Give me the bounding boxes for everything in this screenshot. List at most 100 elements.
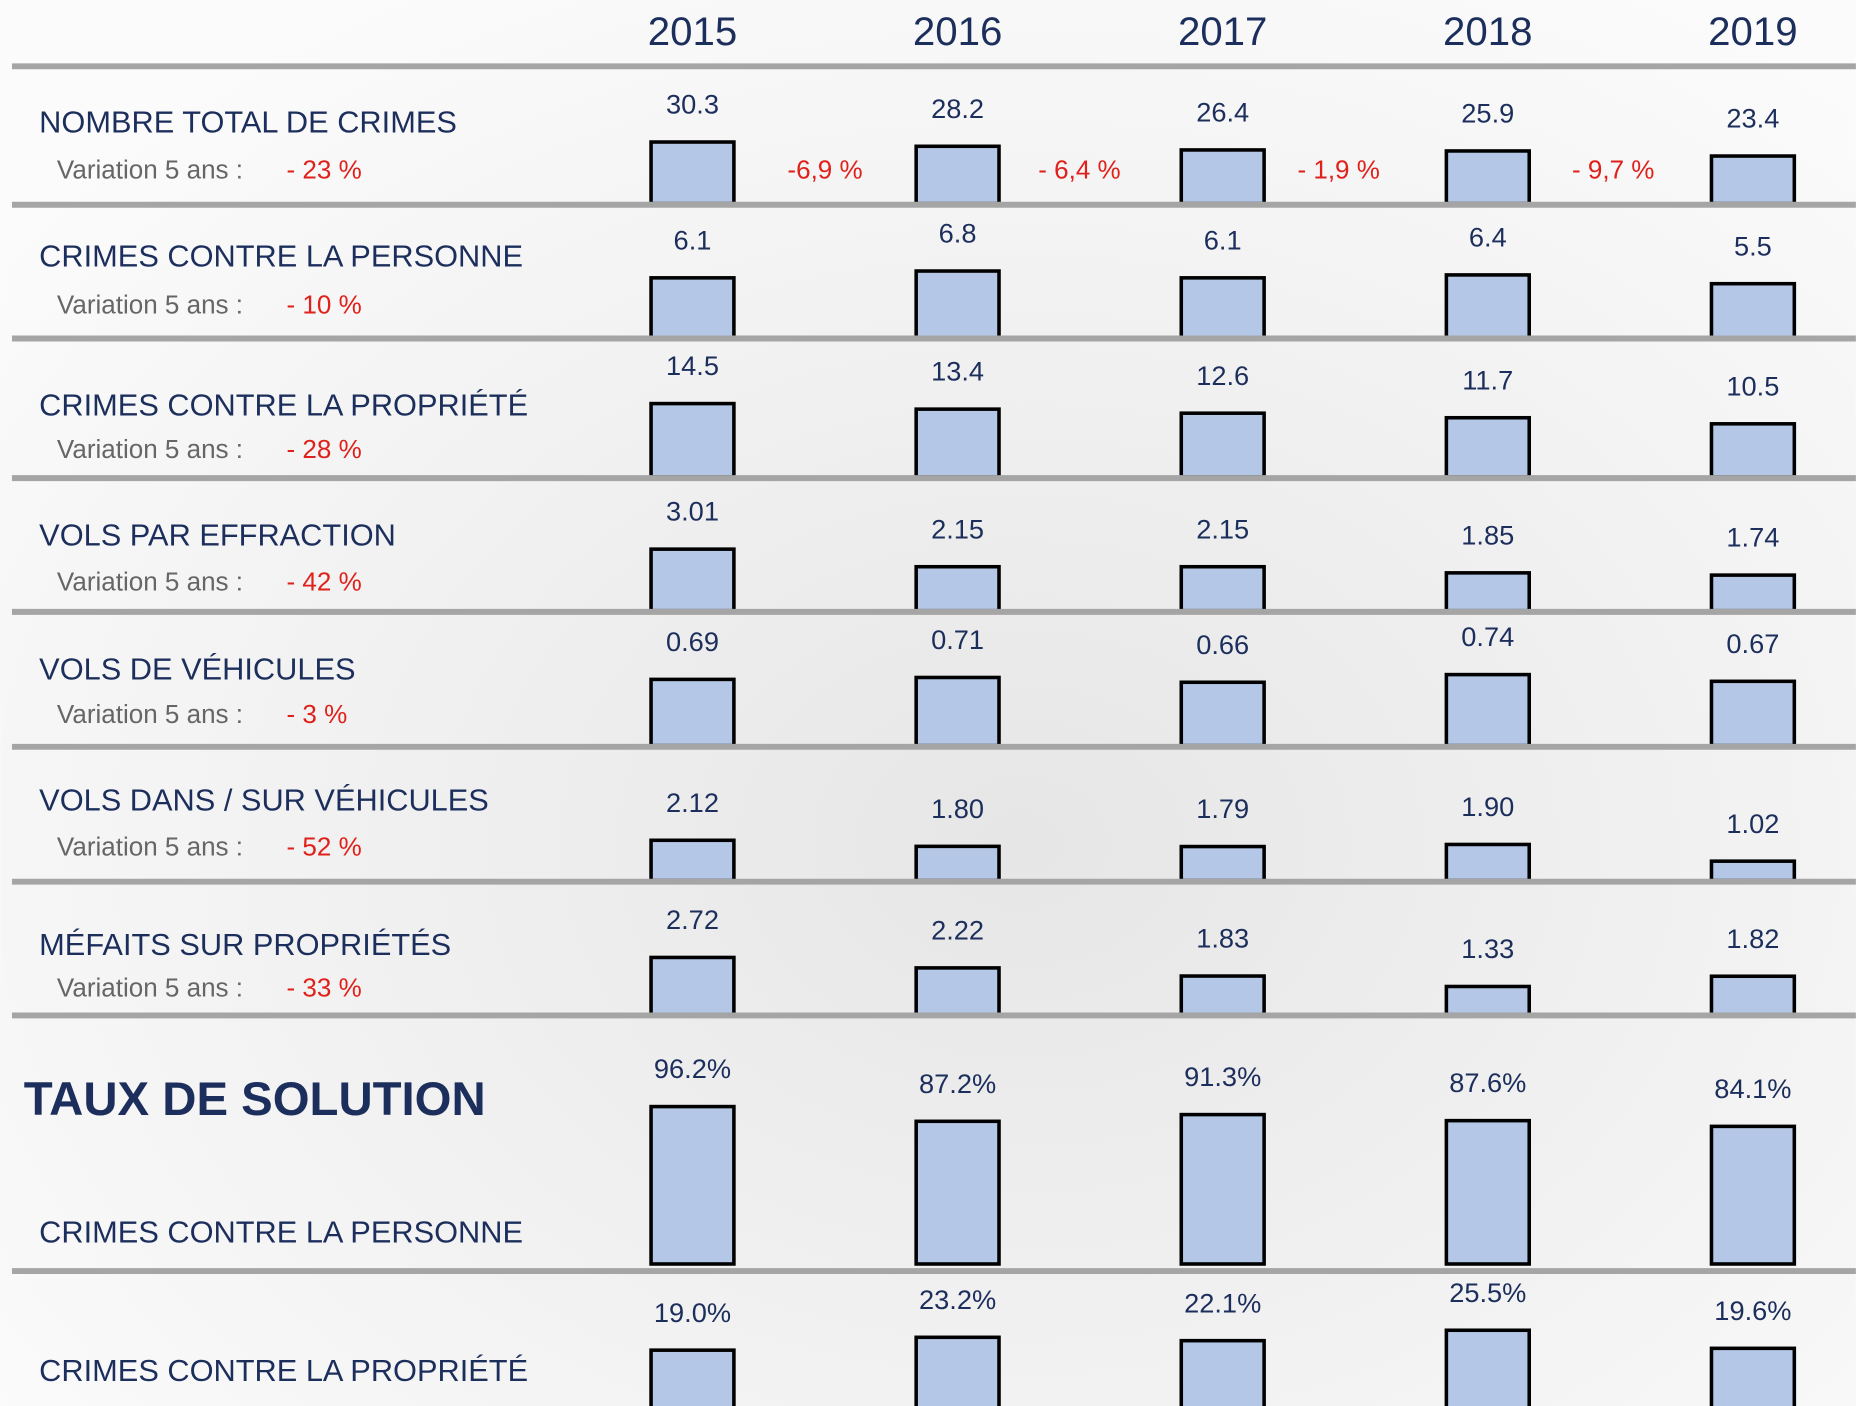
variation-value: - 52 % — [287, 832, 362, 862]
row-label: CRIMES CONTRE LA PROPRIÉTÉ — [39, 387, 528, 422]
bar — [649, 140, 736, 206]
value-label: 10.5 — [1726, 370, 1779, 401]
value-label: 23.4 — [1726, 103, 1779, 134]
value-label: 12.6 — [1196, 360, 1249, 391]
variation-label: Variation 5 ans : — [57, 832, 243, 862]
yearly-change: -6,9 % — [787, 155, 862, 185]
variation-label: Variation 5 ans : — [57, 290, 243, 320]
bar — [914, 269, 1001, 340]
value-label: 1.74 — [1726, 522, 1779, 553]
bar — [1709, 281, 1797, 340]
value-label: 0.71 — [931, 624, 984, 655]
bar — [1179, 1338, 1266, 1406]
bar — [1179, 680, 1266, 748]
variation-value: - 33 % — [287, 973, 362, 1003]
value-label: 91.3% — [1184, 1061, 1261, 1092]
row-label: VOLS DE VÉHICULES — [39, 651, 355, 686]
value-label: 25.9 — [1461, 98, 1514, 129]
value-label: 1.02 — [1726, 808, 1779, 839]
value-label: 14.5 — [666, 350, 719, 381]
bar — [649, 276, 736, 340]
bar — [1179, 844, 1266, 883]
bar — [914, 407, 1001, 479]
variation-label: Variation 5 ans : — [57, 699, 243, 729]
variation-value: - 3 % — [287, 699, 348, 729]
bar — [1709, 679, 1797, 748]
variation-label: Variation 5 ans : — [57, 567, 243, 597]
value-label: 1.90 — [1461, 791, 1514, 822]
bar — [914, 1335, 1001, 1406]
bar — [649, 401, 736, 479]
value-label: 6.4 — [1469, 222, 1507, 253]
bar — [1709, 1124, 1797, 1266]
value-label: 1.33 — [1461, 933, 1514, 964]
value-label: 22.1% — [1184, 1287, 1261, 1318]
variation-label: Variation 5 ans : — [57, 155, 243, 185]
value-label: 2.72 — [666, 904, 719, 935]
value-label: 30.3 — [666, 89, 719, 120]
value-label: 1.85 — [1461, 519, 1514, 550]
value-label: 96.2% — [654, 1053, 731, 1084]
bar — [914, 144, 1001, 206]
value-label: 6.1 — [1204, 224, 1242, 255]
bar — [1179, 411, 1266, 479]
value-label: 23.2% — [919, 1284, 996, 1315]
bar — [649, 547, 736, 613]
value-label: 13.4 — [931, 356, 984, 387]
value-label: 0.66 — [1196, 629, 1249, 660]
value-label: 19.6% — [1714, 1295, 1791, 1326]
bar — [914, 1119, 1001, 1266]
value-label: 6.8 — [939, 218, 977, 249]
row-label: VOLS DANS / SUR VÉHICULES — [39, 783, 489, 818]
bar — [649, 955, 736, 1017]
variation-label: Variation 5 ans : — [57, 973, 243, 1003]
bar — [1709, 573, 1797, 613]
section-title: TAUX DE SOLUTION — [24, 1073, 486, 1126]
bar — [1444, 149, 1531, 206]
yearly-change: - 1,9 % — [1297, 155, 1379, 185]
row-label: CRIMES CONTRE LA PERSONNE — [39, 1215, 523, 1250]
row-label: MÉFAITS SUR PROPRIÉTÉS — [39, 927, 451, 962]
bar — [1444, 273, 1531, 340]
year-header: 2019 — [1708, 9, 1797, 54]
bar — [1444, 672, 1531, 748]
year-header: 2018 — [1443, 9, 1532, 54]
yearly-change: - 9,7 % — [1572, 155, 1654, 185]
bar — [1444, 1118, 1531, 1266]
value-label: 2.12 — [666, 787, 719, 818]
row-label: CRIMES CONTRE LA PERSONNE — [39, 238, 523, 273]
value-label: 2.15 — [1196, 513, 1249, 544]
value-label: 84.1% — [1714, 1073, 1791, 1104]
variation-value: - 10 % — [287, 290, 362, 320]
bar — [1179, 564, 1266, 613]
bar — [914, 675, 1001, 748]
variation-label: Variation 5 ans : — [57, 434, 243, 464]
value-label: 0.74 — [1461, 621, 1514, 652]
value-label: 19.0% — [654, 1297, 731, 1328]
year-header: 2017 — [1178, 9, 1267, 54]
value-label: 25.5% — [1449, 1277, 1526, 1308]
bar — [649, 838, 736, 883]
bar — [1709, 1346, 1797, 1406]
row-label: NOMBRE TOTAL DE CRIMES — [39, 105, 457, 140]
value-label: 26.4 — [1196, 97, 1249, 128]
value-label: 87.2% — [919, 1068, 996, 1099]
bar — [914, 966, 1001, 1017]
bar — [649, 1348, 736, 1406]
year-header: 2015 — [648, 9, 737, 54]
value-label: 1.82 — [1726, 923, 1779, 954]
bar — [1179, 1112, 1266, 1266]
bar — [649, 1104, 736, 1266]
bar — [649, 677, 736, 748]
value-label: 28.2 — [931, 93, 984, 124]
value-label: 2.15 — [931, 513, 984, 544]
value-label: 2.22 — [931, 914, 984, 945]
value-label: 1.79 — [1196, 793, 1249, 824]
row-label: VOLS PAR EFFRACTION — [39, 518, 396, 553]
variation-value: - 23 % — [287, 155, 362, 185]
bar — [1709, 859, 1797, 883]
bar — [1709, 154, 1797, 206]
row-label: CRIMES CONTRE LA PROPRIÉTÉ — [39, 1353, 528, 1388]
value-label: 3.01 — [666, 496, 719, 527]
